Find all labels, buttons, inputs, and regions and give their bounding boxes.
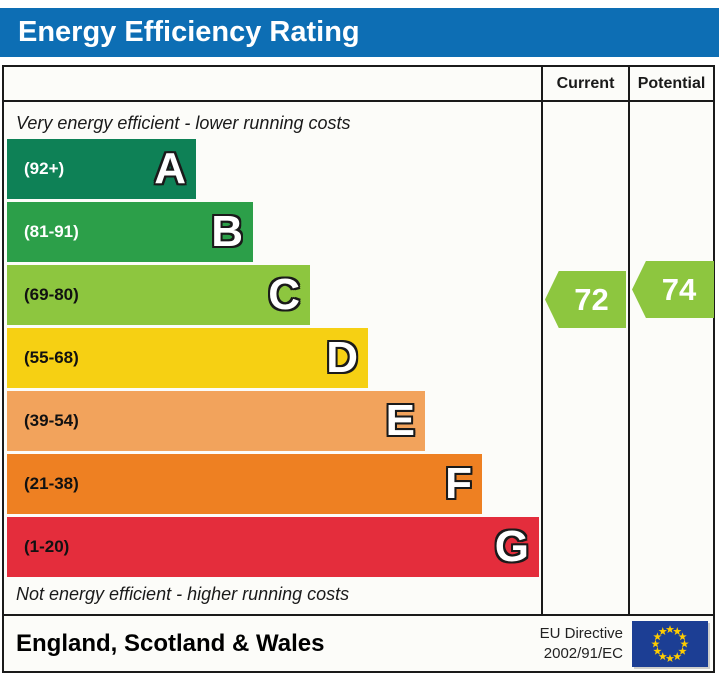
eu-directive-label: EU Directive 2002/91/EC [540, 624, 623, 663]
eu-flag-icon [632, 620, 708, 667]
rating-table: Current Potential Very energy efficient … [2, 65, 715, 673]
header-spacer [4, 67, 541, 100]
band-list: (92+) A (81-91) B (69-80) C (55-68) D (39-54) E (2… [4, 139, 541, 577]
band-bar-B: (81-91) B [7, 202, 253, 262]
band-letter: E [385, 396, 415, 445]
band-letter: D [326, 333, 358, 382]
band-bar-A: (92+) A [7, 139, 196, 199]
band-bar-G: (1-20) G [7, 517, 539, 577]
band-row-A: (92+) A [4, 139, 541, 199]
band-range-label: (81-91) [24, 222, 79, 241]
band-range-label: (55-68) [24, 348, 79, 367]
band-chart-area: Very energy efficient - lower running co… [4, 102, 541, 614]
eu-directive-line2: 2002/91/EC [543, 644, 623, 662]
band-bar-F: (21-38) F [7, 454, 482, 514]
band-row-F: (21-38) F [4, 454, 541, 514]
eu-directive-line1: EU Directive [539, 625, 623, 642]
band-row-G: (1-20) G [4, 517, 541, 577]
potential-rating-pointer: 74 [632, 261, 714, 318]
band-bar-D: (55-68) D [7, 328, 368, 388]
band-range-label: (1-20) [24, 537, 70, 556]
band-bar-C: (69-80) C [7, 265, 310, 325]
band-letter: C [268, 270, 300, 319]
top-note: Very energy efficient - lower running co… [16, 113, 351, 133]
band-range-label: (69-80) [24, 285, 79, 304]
band-row-B: (81-91) B [4, 202, 541, 262]
band-letter: F [445, 459, 472, 508]
potential-column: 74 [628, 102, 714, 614]
title-bar: Energy Efficiency Rating [0, 8, 719, 57]
table-body-row: Very energy efficient - lower running co… [4, 102, 714, 616]
band-bar-E: (39-54) E [7, 391, 425, 451]
potential-rating-value: 74 [661, 271, 697, 307]
table-header-row: Current Potential [4, 67, 713, 102]
current-rating-value: 72 [574, 281, 609, 317]
current-column: 72 [541, 102, 628, 614]
band-letter: A [154, 144, 186, 193]
band-letter: B [211, 207, 243, 256]
band-range-label: (21-38) [24, 474, 79, 493]
band-range-label: (39-54) [24, 411, 79, 430]
region-label: England, Scotland & Wales [16, 629, 325, 657]
bottom-note: Not energy efficient - higher running co… [16, 584, 350, 604]
page-title: Energy Efficiency Rating [18, 16, 360, 48]
band-letter: G [494, 522, 529, 571]
band-range-label: (92+) [24, 159, 65, 178]
current-rating-pointer: 72 [545, 271, 626, 328]
column-header-potential: Potential [628, 67, 713, 100]
band-row-E: (39-54) E [4, 391, 541, 451]
column-header-current: Current [541, 67, 628, 100]
table-footer-row: England, Scotland & Wales EU Directive 2… [4, 616, 713, 671]
band-row-C: (69-80) C [4, 265, 541, 325]
band-row-D: (55-68) D [4, 328, 541, 388]
